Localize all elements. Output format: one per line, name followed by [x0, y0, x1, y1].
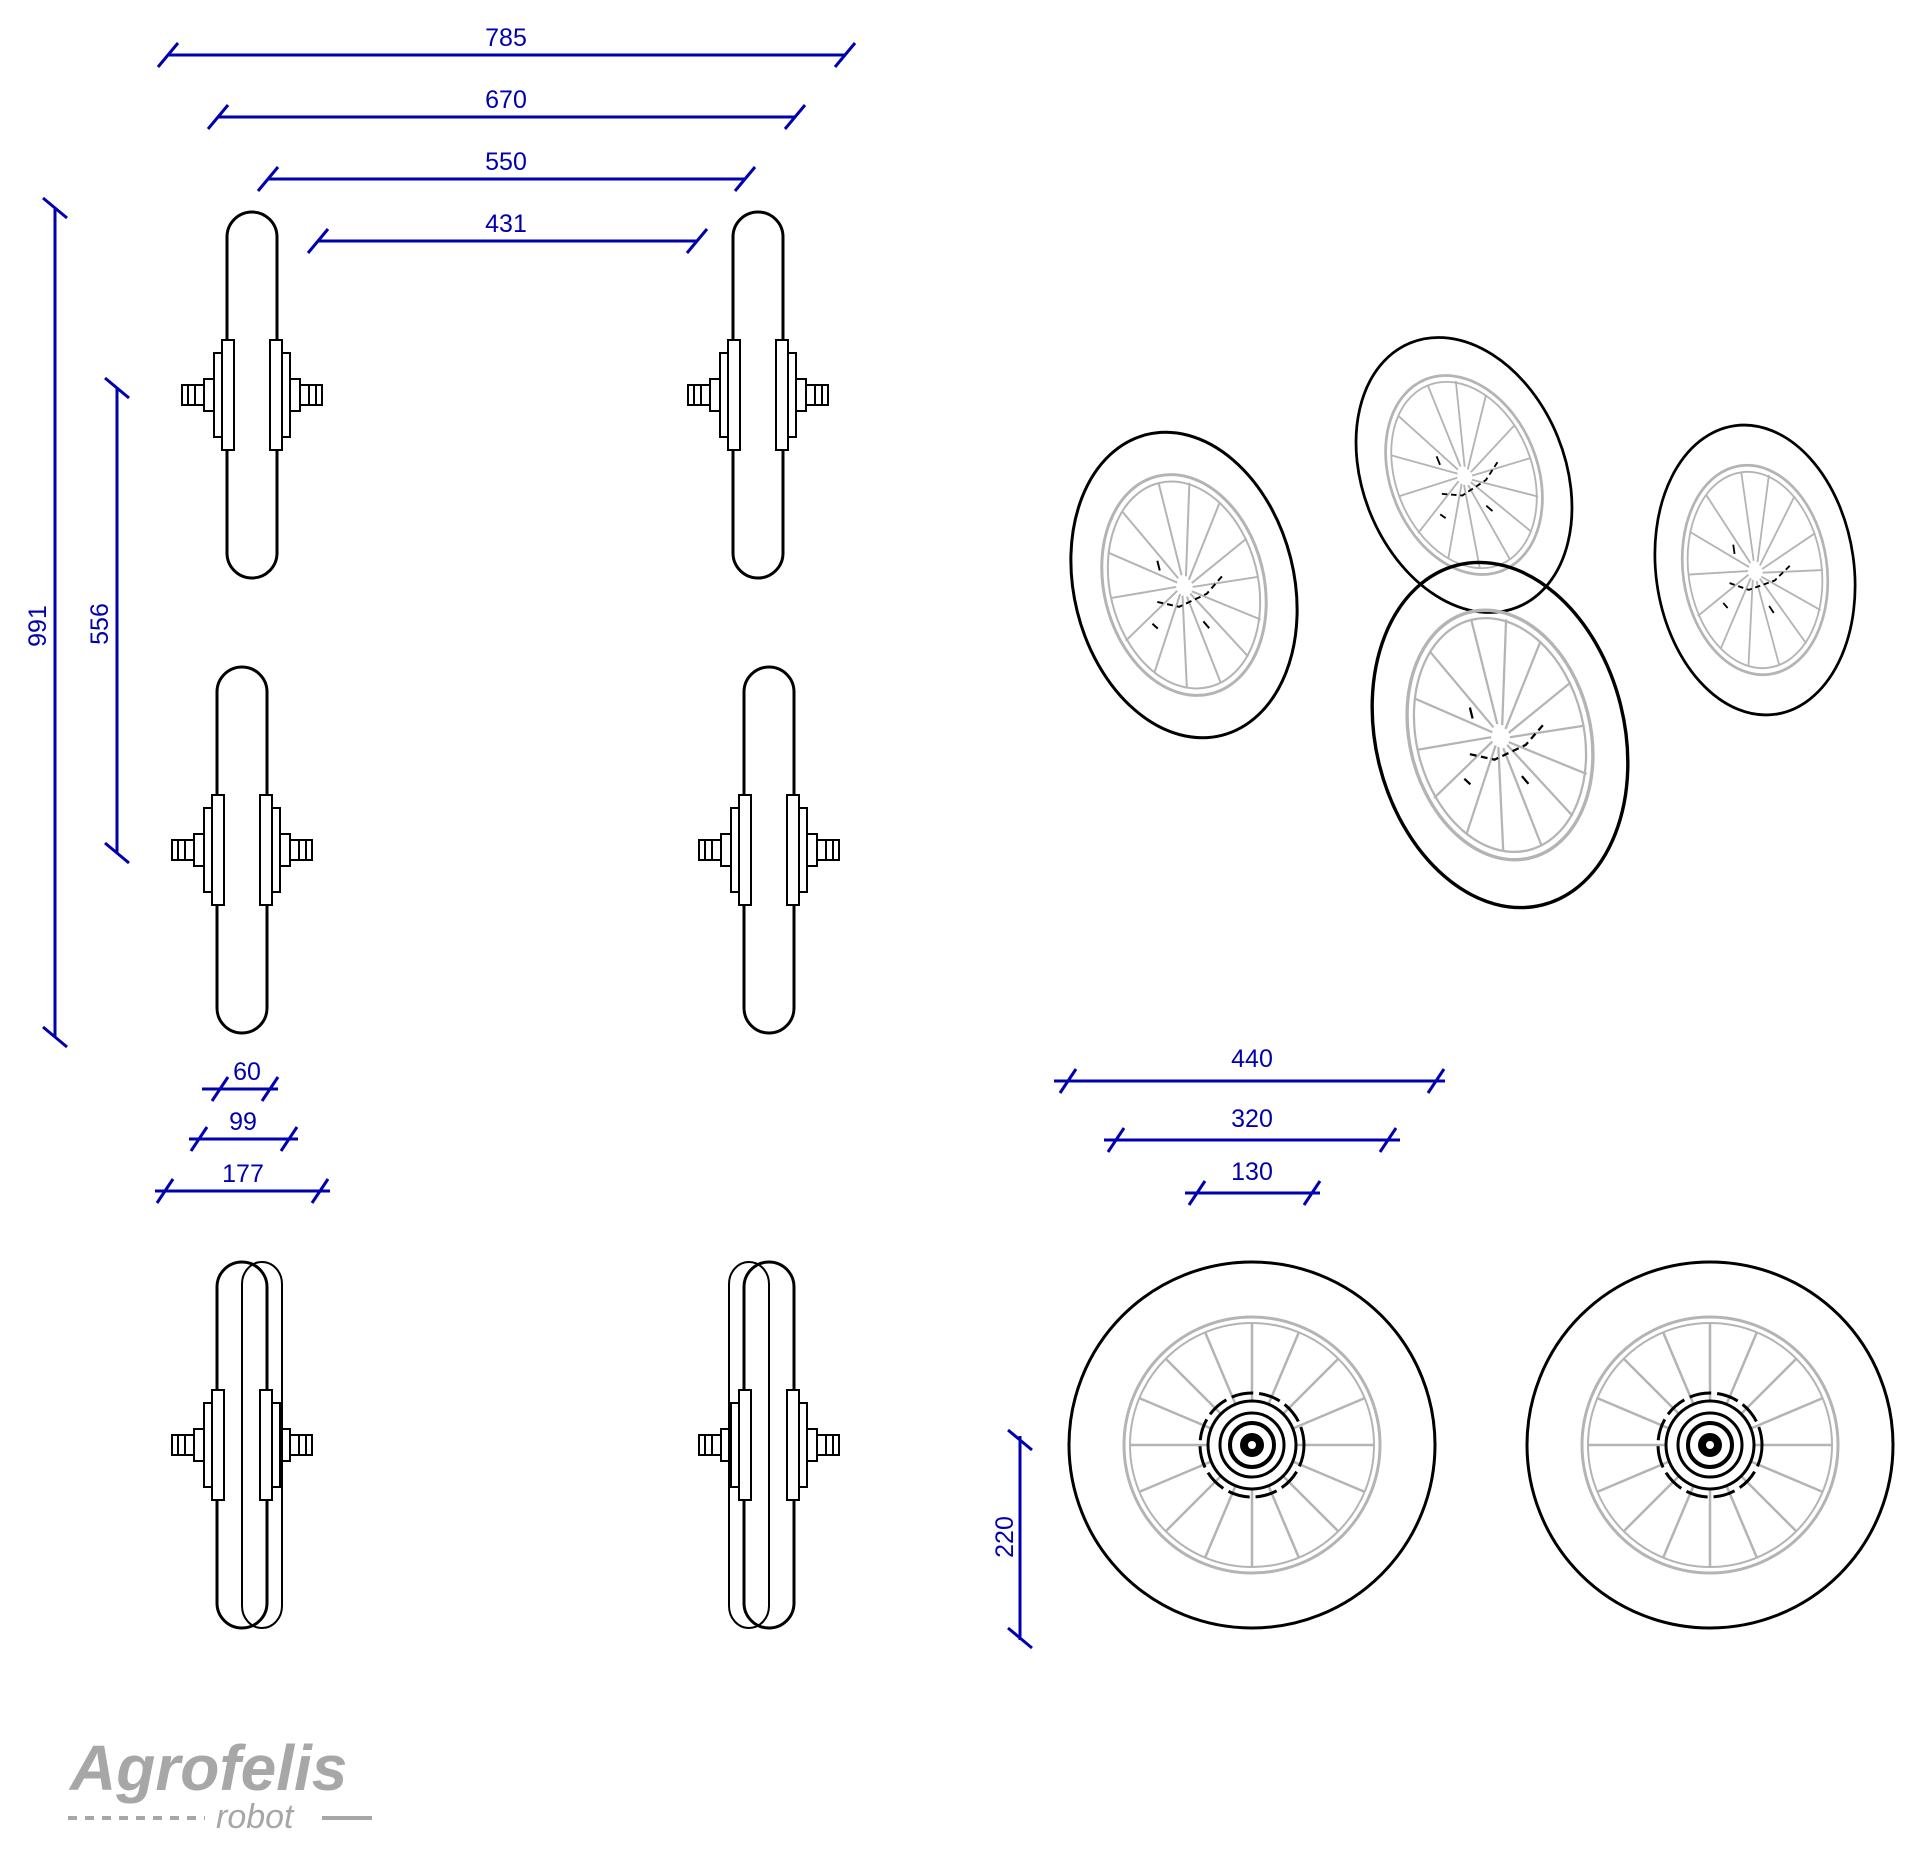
- dimension-label-60: 60: [233, 1058, 261, 1086]
- wheel-front-right-top: [686, 210, 830, 580]
- dimension-label-991: 991: [24, 605, 52, 647]
- dimension-556: 556: [86, 376, 130, 865]
- dimension-label-440: 440: [1231, 1045, 1273, 1073]
- dimension-label-320: 320: [1231, 1105, 1273, 1133]
- dimension-670: 670: [206, 86, 807, 130]
- dimension-99: 99: [189, 1108, 299, 1152]
- agrofelis-logo: Agrofelis robot: [68, 1732, 372, 1836]
- logo-tagline: robot: [216, 1798, 295, 1836]
- logo-name: Agrofelis: [68, 1732, 347, 1804]
- dimension-785: 785: [156, 24, 857, 68]
- wheel-rear-right-top: [697, 665, 841, 1035]
- iso-wheel-front: [1335, 533, 1665, 937]
- wheel-rear-left-top: [170, 665, 314, 1035]
- dimension-431: 431: [306, 210, 709, 254]
- iso-wheel-left: [1038, 406, 1330, 764]
- iso-wheel-back: [1315, 303, 1613, 647]
- iso-wheel-right: [1635, 410, 1875, 730]
- dimension-label-556: 556: [86, 603, 114, 645]
- dimension-label-130: 130: [1231, 1158, 1273, 1186]
- dimension-991: 991: [24, 196, 68, 1049]
- wheel-right-side-edge: [697, 1260, 841, 1630]
- dimension-550: 550: [256, 148, 757, 192]
- dimension-130: 130: [1185, 1158, 1322, 1206]
- dimension-440: 440: [1054, 1045, 1446, 1094]
- dimension-label-431: 431: [485, 210, 527, 238]
- dimension-label-670: 670: [485, 86, 527, 114]
- side-wheel-right: [1525, 1260, 1895, 1630]
- wheel-left-side-edge: [170, 1260, 314, 1630]
- dimension-177: 177: [155, 1160, 330, 1204]
- dimension-label-220: 220: [991, 1516, 1019, 1558]
- dimension-220: 220: [991, 1428, 1033, 1650]
- dimension-label-99: 99: [229, 1108, 257, 1136]
- side-wheel-left: [1067, 1260, 1437, 1630]
- dimension-label-550: 550: [485, 148, 527, 176]
- dimension-320: 320: [1104, 1105, 1400, 1153]
- dimension-label-785: 785: [485, 24, 527, 52]
- wheel-front-left-top: [180, 210, 324, 580]
- dimension-label-177: 177: [222, 1160, 264, 1188]
- dimension-60: 60: [202, 1058, 280, 1102]
